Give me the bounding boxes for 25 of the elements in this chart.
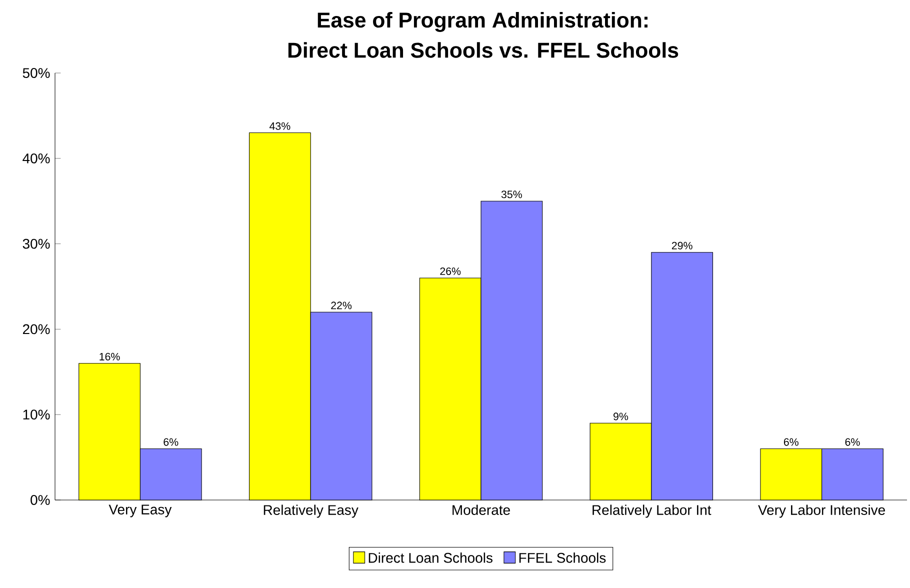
y-tick-label: 20%: [22, 324, 50, 334]
data-label: 29%: [672, 242, 692, 250]
data-label: 43%: [270, 122, 290, 130]
data-label: 35%: [501, 190, 522, 198]
data-label: 6%: [784, 438, 798, 446]
x-tick-label: Very Labor Intensive: [758, 504, 885, 518]
y-tick-label: 40%: [22, 153, 50, 164]
x-tick-label: Relatively Easy: [264, 504, 358, 518]
y-tick-label: 0%: [30, 495, 50, 505]
chart-subtitle: Direct Loan Schools vs. FFEL Schools: [288, 42, 678, 58]
x-tick-label: Relatively Labor Int: [592, 504, 712, 518]
x-tick-label: Very Easy: [108, 504, 172, 518]
data-label: 22%: [331, 302, 352, 310]
chart-title: Ease of Program Administration:: [318, 12, 648, 32]
data-label: 9%: [614, 412, 628, 420]
y-tick-label: 10%: [23, 410, 50, 420]
data-label: 6%: [164, 438, 178, 446]
y-tick-label: 50%: [22, 68, 50, 78]
y-tick-label: 30%: [22, 238, 50, 249]
data-label: 16%: [100, 352, 120, 360]
legend-label: Direct Loan Schools: [368, 552, 492, 563]
x-tick-label: Moderate: [452, 504, 510, 515]
legend-label: FFEL Schools: [519, 552, 606, 563]
data-label: 6%: [845, 438, 860, 446]
data-label: 26%: [440, 267, 461, 276]
